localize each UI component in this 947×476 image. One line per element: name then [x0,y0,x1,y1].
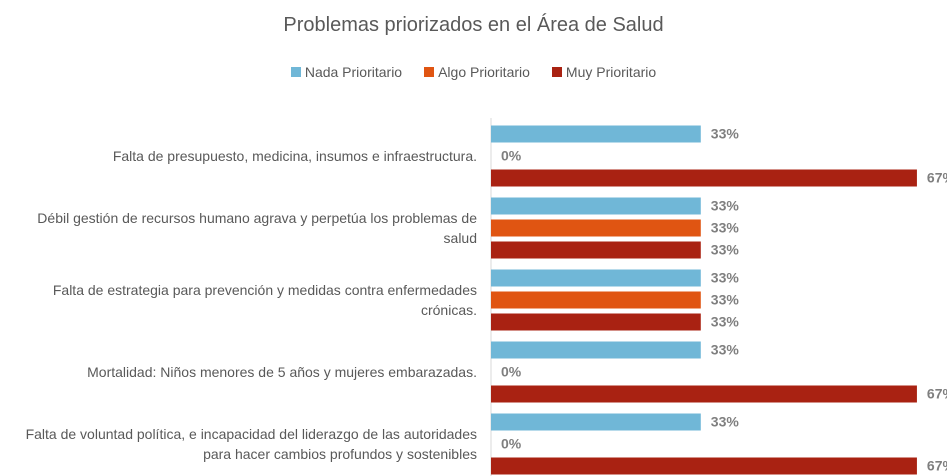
value-label: 0% [501,436,522,452]
bar [491,313,701,331]
legend-swatch [551,67,562,77]
category-label: Falta de presupuesto, medicina, insumos … [112,148,477,164]
legend-label: Algo Prioritario [438,64,530,80]
bar [491,341,701,359]
bar [491,457,917,475]
value-label: 33% [711,270,740,286]
bar [491,125,701,143]
category-label: Débil gestión de recursos humano agrava … [37,210,477,246]
value-label: 67% [927,458,947,474]
legend-item: Muy Prioritario [551,64,657,80]
bar [491,169,917,187]
category-label: Falta de estrategia para prevención y me… [52,282,477,318]
value-label: 33% [711,342,740,358]
bar [491,219,701,237]
value-label: 33% [711,220,740,236]
bar [491,413,701,431]
value-label: 33% [711,126,740,142]
value-label: 67% [927,170,947,186]
category-label: Falta de voluntad política, e incapacida… [25,426,477,462]
value-label: 33% [711,414,740,430]
bar [491,385,917,403]
category-label: Mortalidad: Niños menores de 5 años y mu… [87,364,477,380]
legend: Nada Prioritario Algo Prioritario Muy Prio… [0,64,947,80]
value-label: 33% [711,314,740,330]
bar [491,241,701,259]
legend-swatch [424,67,435,77]
bar [491,197,701,215]
value-label: 0% [501,148,522,164]
legend-item: Algo Prioritario [424,64,530,80]
bar [491,269,701,287]
legend-label: Nada Prioritario [304,64,403,80]
chart-title: Problemas priorizados en el Área de Salu… [283,14,664,36]
bar [491,291,701,309]
legend-item: Nada Prioritario [290,64,403,80]
value-label: 0% [501,364,522,380]
value-label: 33% [711,292,740,308]
value-label: 33% [711,198,740,214]
value-label: 33% [711,242,740,258]
value-label: 67% [927,386,947,402]
legend-swatch [290,67,301,77]
legend-label: Muy Prioritario [565,64,657,80]
